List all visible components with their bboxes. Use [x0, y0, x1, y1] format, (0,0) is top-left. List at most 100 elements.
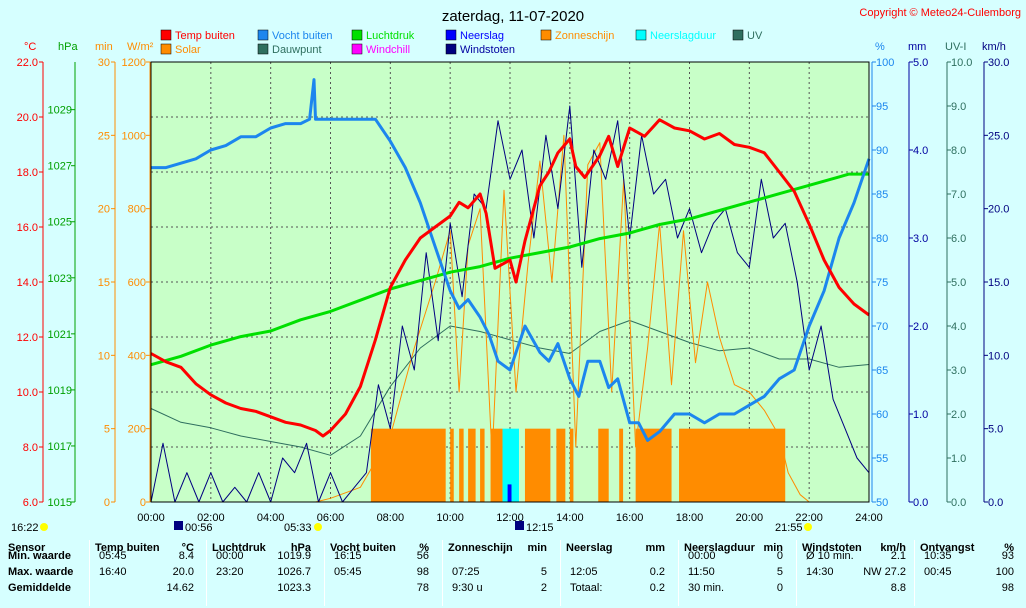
legend-swatch	[257, 43, 269, 55]
axis-label-uv: 6.0	[951, 233, 966, 245]
stats-separator	[678, 540, 679, 606]
legend-swatch	[351, 29, 363, 41]
stats-time: 9:30 u	[452, 582, 483, 594]
stats-separator	[206, 540, 207, 606]
legend-label: Neerslag	[460, 30, 504, 42]
weather-chart: zaterdag, 11-07-2020 Copyright © Meteo24…	[11, 7, 1021, 534]
axis-label-rain: 5.0	[913, 57, 928, 69]
axis-label-pressure: 1021	[48, 329, 72, 341]
stats-value: 0	[776, 582, 783, 594]
bar-series	[370, 428, 786, 502]
bar-zonneschijn	[635, 428, 672, 502]
bar-zonneschijn	[490, 428, 503, 502]
x-axis-label: 04:00	[257, 512, 285, 524]
bar-zonneschijn	[619, 428, 624, 502]
sunrise-icon	[314, 523, 322, 531]
legend-label: Temp buiten	[175, 30, 235, 42]
sunset-icon	[804, 523, 812, 531]
stats-column: Vocht buiten% 16:15 56 05:45 98 78	[330, 538, 435, 608]
axis-label-wind: 10.0	[988, 350, 1009, 362]
axis-label-humidity: 90	[876, 145, 888, 157]
axis-label-humidity: 95	[876, 101, 888, 113]
legend-swatch	[732, 29, 744, 41]
chart-title: zaterdag, 11-07-2020	[442, 8, 584, 25]
x-axis-label: 14:00	[556, 512, 584, 524]
x-axis-label: 22:00	[795, 512, 823, 524]
stats-separator	[324, 540, 325, 606]
axis-title-pressure: hPa	[58, 41, 78, 53]
bar-zonneschijn	[556, 428, 566, 502]
bar-zonneschijn	[679, 428, 786, 502]
stats-header: Neerslag	[566, 542, 613, 554]
stats-value: 0	[776, 550, 783, 562]
axis-label-wind: 30.0	[988, 57, 1009, 69]
stats-value: 14.62	[166, 582, 194, 594]
stats-column: Neerslag mm 12:05 0.2 Totaal: 0.2	[566, 538, 671, 608]
axis-label-pressure: 1025	[48, 217, 72, 229]
axis-label-temp: 16.0	[17, 222, 38, 234]
legend-swatch	[160, 43, 172, 55]
stats-separator	[914, 540, 915, 606]
stats-header: Neerslagduur	[684, 542, 755, 554]
stats-time: 05:45	[99, 550, 127, 562]
stats-unit: %	[1004, 542, 1014, 554]
axis-label-minutes: 25	[98, 130, 110, 142]
axis-label-humidity: 50	[876, 497, 888, 509]
axis-label-temp: 22.0	[17, 57, 38, 69]
axis-label-uv: 7.0	[951, 189, 966, 201]
axis-label-wind: 0.0	[988, 497, 1003, 509]
axis-label-temp: 12.0	[17, 332, 38, 344]
stats-time: 14:30	[806, 566, 834, 578]
legend-swatch	[635, 29, 647, 41]
stats-time: 16:15	[334, 550, 362, 562]
axis-label-rain: 0.0	[913, 497, 928, 509]
bar-zonneschijn	[370, 428, 446, 502]
stats-time: 12:05	[570, 566, 598, 578]
stats-separator	[89, 540, 90, 606]
stats-unit: km/h	[880, 542, 906, 554]
stats-value: 8.8	[890, 582, 906, 594]
axis-title-uv: UV-I	[945, 41, 966, 53]
axis-label-solar: 800	[128, 204, 146, 216]
stats-time: Totaal:	[570, 582, 603, 594]
legend-swatch	[351, 43, 363, 55]
axis-label-minutes: 5	[104, 424, 110, 436]
stats-value: 20.0	[172, 566, 194, 578]
axis-label-uv: 1.0	[951, 453, 966, 465]
stats-column: Windstoten km/h Ø 10 min. 2.1 14:30 NW 27.2 8.…	[802, 538, 912, 608]
stats-column: Luchtdruk hPa 00:00 1019.9 23:20 1026.7 1023.3	[212, 538, 317, 608]
sunrise-time: 05:33	[284, 522, 312, 534]
axis-label-humidity: 100	[876, 57, 894, 69]
x-axis-label: 00:00	[137, 512, 165, 524]
axis-title-rain: mm	[908, 41, 926, 53]
stats-row-label: Max. waarde	[8, 566, 74, 578]
stats-row-label: Min. waarde	[8, 550, 71, 562]
stats-value: 78	[416, 582, 429, 594]
axis-label-wind: 15.0	[988, 277, 1009, 289]
axis-label-rain: 3.0	[913, 233, 928, 245]
stats-column: Ontvangst% 10:35 93 00:45 100 98	[920, 538, 1020, 608]
axis-label-solar: 0	[140, 497, 146, 509]
axis-label-solar: 400	[128, 350, 146, 362]
axis-title-minutes: min	[95, 41, 113, 53]
moonset-time: 12:15	[526, 522, 554, 534]
axis-label-minutes: 10	[98, 350, 110, 362]
stats-time: 00:00	[216, 550, 244, 562]
axis-label-uv: 2.0	[951, 409, 966, 421]
axis-label-pressure: 1019	[48, 385, 72, 397]
bar-neerslag	[507, 484, 512, 502]
stats-unit: mm	[645, 542, 665, 554]
stats-header: Ontvangst	[920, 542, 975, 554]
stats-time: 23:20	[216, 566, 244, 578]
stats-column: Zonneschijn min 07:25 5 9:30 u 2	[448, 538, 553, 608]
stats-time: 10:35	[924, 550, 952, 562]
sunset-time: 21:55	[775, 522, 803, 534]
legend-label: Neerslagduur	[650, 30, 716, 42]
sun-icon	[40, 523, 48, 531]
stats-unit: min	[527, 542, 547, 554]
moonrise-icon	[174, 521, 183, 530]
axis-label-pressure: 1015	[48, 497, 72, 509]
stats-time: Ø 10 min.	[806, 550, 854, 562]
axis-label-humidity: 75	[876, 277, 888, 289]
legend-label: Zonneschijn	[555, 30, 614, 42]
